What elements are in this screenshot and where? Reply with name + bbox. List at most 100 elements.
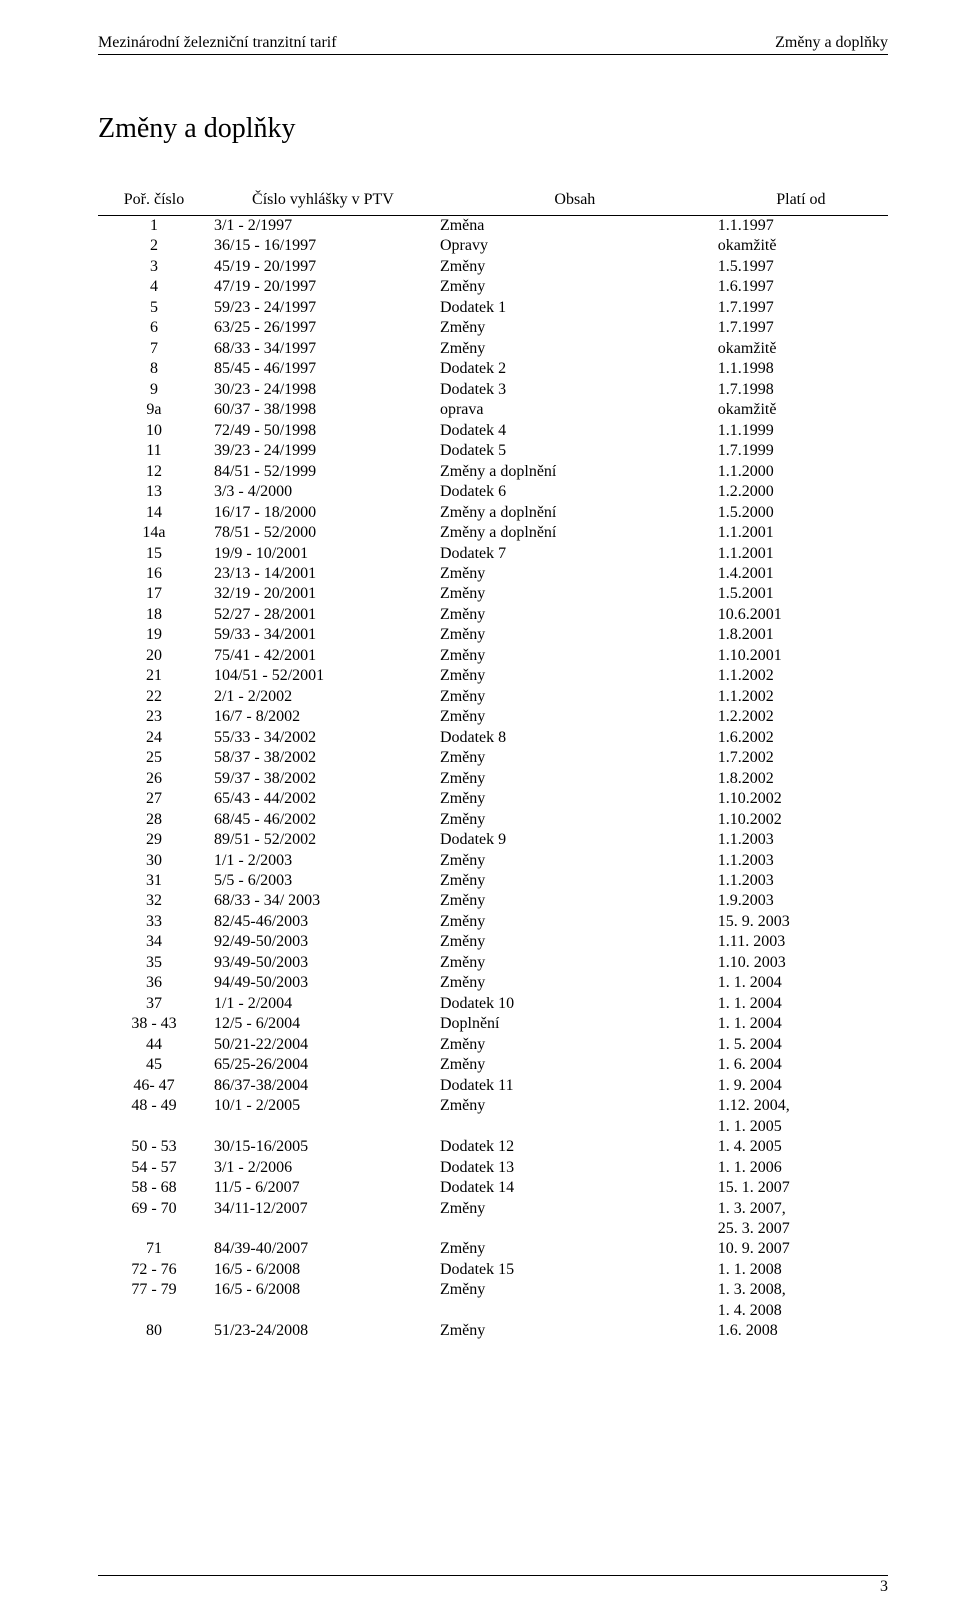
cell-obsah: Změna [436,216,714,237]
cell-obsah: Dodatek 12 [436,1137,714,1157]
cell-index: 15 [98,544,210,564]
cell-ref: 16/17 - 18/2000 [210,503,436,523]
cell-obsah: Změny [436,789,714,809]
cell-obsah: Dodatek 3 [436,380,714,400]
cell-ref: 19/9 - 10/2001 [210,544,436,564]
cell-index: 21 [98,666,210,686]
cell-obsah: Změny [436,1280,714,1321]
col-header-index: Poř. číslo [98,189,210,216]
cell-index: 18 [98,605,210,625]
cell-date: 1.10.2002 [714,810,888,830]
table-row: 77 - 7916/5 - 6/2008Změny1. 3. 2008,1. 4… [98,1280,888,1321]
cell-date: 1.4.2001 [714,564,888,584]
cell-date: 1. 1. 2004 [714,973,888,993]
cell-index: 31 [98,871,210,891]
cell-date: 1. 3. 2007,25. 3. 2007 [714,1199,888,1240]
cell-ref: 47/19 - 20/1997 [210,277,436,297]
table-row: 315/5 - 6/2003Změny1.1.2003 [98,871,888,891]
page-title: Změny a doplňky [98,113,888,145]
cell-date: okamžitě [714,339,888,359]
cell-index: 4 [98,277,210,297]
cell-ref: 72/49 - 50/1998 [210,421,436,441]
cell-date: 1.11. 2003 [714,932,888,952]
header-right: Změny a doplňky [775,34,888,52]
cell-date: 1.1.2003 [714,851,888,871]
cell-obsah: Opravy [436,236,714,256]
cell-ref: 59/37 - 38/2002 [210,769,436,789]
table-body: 13/1 - 2/1997Změna1.1.1997236/15 - 16/19… [98,216,888,1342]
col-header-obsah: Obsah [436,189,714,216]
cell-ref: 94/49-50/2003 [210,973,436,993]
cell-date: 1. 1. 2006 [714,1158,888,1178]
cell-obsah: Změny [436,625,714,645]
table-row: 69 - 7034/11-12/2007Změny1. 3. 2007,25. … [98,1199,888,1240]
cell-obsah: Dodatek 7 [436,544,714,564]
cell-obsah: Dodatek 5 [436,441,714,461]
cell-index: 69 - 70 [98,1199,210,1240]
cell-obsah: Změny [436,277,714,297]
table-row: 236/15 - 16/1997Opravyokamžitě [98,236,888,256]
cell-index: 45 [98,1055,210,1075]
table-row: 1732/19 - 20/2001Změny1.5.2001 [98,584,888,604]
cell-ref: 3/1 - 2/2006 [210,1158,436,1178]
table-row: 48 - 4910/1 - 2/2005Změny1.12. 2004,1. 1… [98,1096,888,1137]
running-header: Mezinárodní železniční tranzitní tarif Z… [98,34,888,55]
table-row: 38 - 4312/5 - 6/2004Doplnění1. 1. 2004 [98,1014,888,1034]
cell-obsah: Změny [436,912,714,932]
col-header-ref: Číslo vyhlášky v PTV [210,189,436,216]
table-row: 930/23 - 24/1998Dodatek 31.7.1998 [98,380,888,400]
table-row: 1519/9 - 10/2001Dodatek 71.1.2001 [98,544,888,564]
cell-ref: 39/23 - 24/1999 [210,441,436,461]
cell-index: 46- 47 [98,1076,210,1096]
cell-date: 1. 6. 2004 [714,1055,888,1075]
cell-obsah: Změny [436,932,714,952]
cell-obsah: Dodatek 4 [436,421,714,441]
cell-index: 14 [98,503,210,523]
cell-index: 9 [98,380,210,400]
cell-date: okamžitě [714,236,888,256]
table-row: 54 - 573/1 - 2/2006Dodatek 131. 1. 2006 [98,1158,888,1178]
cell-date: 1.1.2002 [714,687,888,707]
cell-date: 1.1.1999 [714,421,888,441]
cell-obsah: Změny [436,707,714,727]
cell-obsah: Změny a doplnění [436,523,714,543]
table-row: 3268/33 - 34/ 2003Změny1.9.2003 [98,891,888,911]
cell-date: 15. 9. 2003 [714,912,888,932]
table-row: 21104/51 - 52/2001Změny1.1.2002 [98,666,888,686]
cell-date: 1.7.1999 [714,441,888,461]
cell-index: 26 [98,769,210,789]
cell-ref: 16/5 - 6/2008 [210,1280,436,1321]
cell-obsah: Dodatek 9 [436,830,714,850]
cell-obsah: Změny a doplnění [436,503,714,523]
cell-date: 1.1.1997 [714,216,888,237]
cell-ref: 104/51 - 52/2001 [210,666,436,686]
cell-index: 29 [98,830,210,850]
cell-obsah: Dodatek 6 [436,482,714,502]
cell-date: 15. 1. 2007 [714,1178,888,1198]
table-row: 46- 4786/37-38/2004Dodatek 111. 9. 2004 [98,1076,888,1096]
cell-ref: 1/1 - 2/2004 [210,994,436,1014]
table-row: 222/1 - 2/2002Změny1.1.2002 [98,687,888,707]
col-header-date: Platí od [714,189,888,216]
table-row: 345/19 - 20/1997Změny1.5.1997 [98,257,888,277]
cell-obsah: Dodatek 13 [436,1158,714,1178]
table-row: 1139/23 - 24/1999Dodatek 51.7.1999 [98,441,888,461]
table-row: 4450/21-22/2004Změny1. 5. 2004 [98,1035,888,1055]
table-row: 9a60/37 - 38/1998opravaokamžitě [98,400,888,420]
cell-date: 1.5.2001 [714,584,888,604]
table-row: 7184/39-40/2007Změny10. 9. 2007 [98,1239,888,1259]
cell-date: 1. 5. 2004 [714,1035,888,1055]
table-row: 559/23 - 24/1997Dodatek 11.7.1997 [98,298,888,318]
cell-index: 14a [98,523,210,543]
cell-index: 5 [98,298,210,318]
cell-index: 30 [98,851,210,871]
cell-ref: 3/1 - 2/1997 [210,216,436,237]
cell-index: 77 - 79 [98,1280,210,1321]
table-row: 3492/49-50/2003Změny1.11. 2003 [98,932,888,952]
cell-ref: 84/51 - 52/1999 [210,462,436,482]
cell-obsah: Změny [436,584,714,604]
table-row: 2075/41 - 42/2001Změny1.10.2001 [98,646,888,666]
cell-date: 1.10.2001 [714,646,888,666]
cell-obsah: Změny [436,1199,714,1240]
cell-ref: 68/33 - 34/ 2003 [210,891,436,911]
